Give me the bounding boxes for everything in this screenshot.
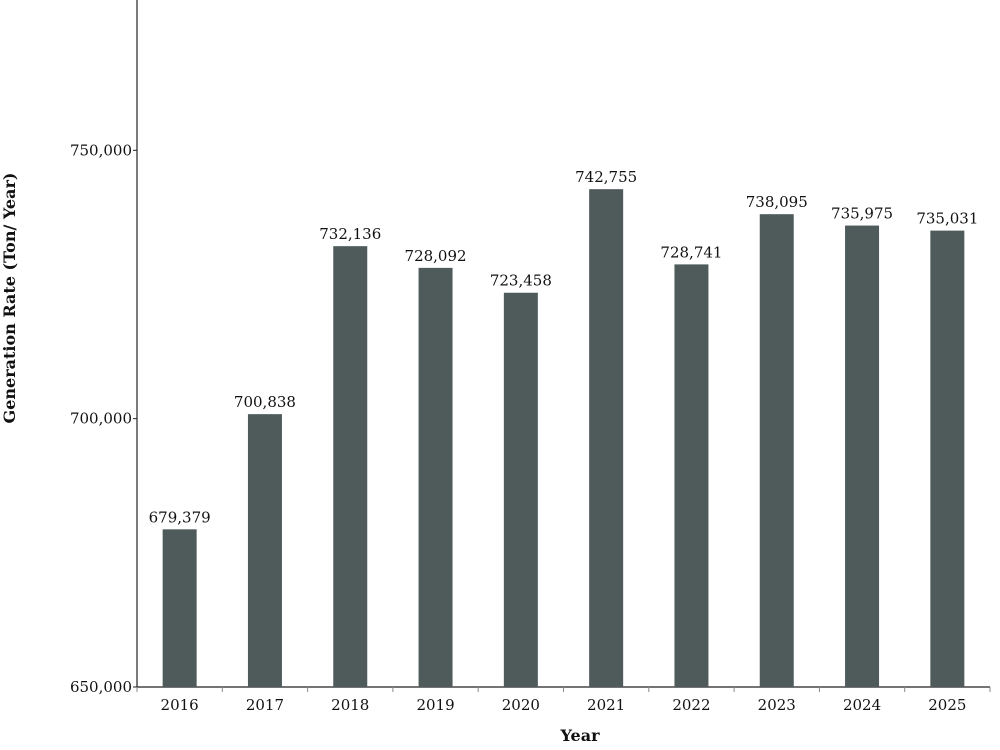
- bar: [247, 414, 282, 687]
- x-tick-label: 2021: [587, 696, 625, 714]
- data-label: 732,136: [319, 225, 381, 243]
- x-axis-title: Year: [559, 726, 600, 745]
- bar: [930, 230, 965, 687]
- y-tick-label: 750,000: [70, 141, 132, 159]
- x-tick-label: 2023: [758, 696, 796, 714]
- bar: [759, 214, 794, 687]
- data-label: 738,095: [746, 193, 808, 211]
- x-tick-label: 2017: [246, 696, 284, 714]
- bar: [418, 267, 453, 687]
- data-label: 700,838: [234, 393, 296, 411]
- bar: [845, 225, 880, 687]
- data-label: 679,379: [149, 508, 211, 526]
- data-label: 728,741: [660, 243, 722, 261]
- x-tick-label: 2025: [928, 696, 966, 714]
- bar: [589, 189, 624, 688]
- data-label: 742,755: [575, 168, 637, 186]
- bar: [503, 292, 538, 687]
- y-ticks: 650,000 700,000 750,000: [70, 141, 137, 696]
- bars: [162, 189, 965, 688]
- data-label: 728,092: [405, 247, 467, 265]
- x-tick-label: 2020: [502, 696, 540, 714]
- data-labels: 679,379 700,838 732,136 728,092 723,458 742,7…: [149, 168, 979, 526]
- y-tick-label: 700,000: [70, 410, 132, 428]
- x-tick-label: 2019: [416, 696, 454, 714]
- bar: [674, 264, 709, 687]
- data-label: 735,975: [831, 205, 893, 223]
- data-label: 735,031: [916, 210, 978, 228]
- x-tick-label: 2024: [843, 696, 881, 714]
- data-label: 723,458: [490, 272, 552, 290]
- bar: [333, 246, 368, 687]
- x-tick-label: 2018: [331, 696, 369, 714]
- x-tick-label: 2022: [672, 696, 710, 714]
- x-tick-label: 2016: [161, 696, 199, 714]
- x-ticks: 2016 2017 2018 2019 2020 2021 2022 2023 2024 2025: [136, 687, 991, 714]
- y-axis-title: Generation Rate (Ton/ Year): [0, 173, 19, 424]
- bar: [162, 529, 197, 687]
- y-tick-label: 650,000: [70, 678, 132, 696]
